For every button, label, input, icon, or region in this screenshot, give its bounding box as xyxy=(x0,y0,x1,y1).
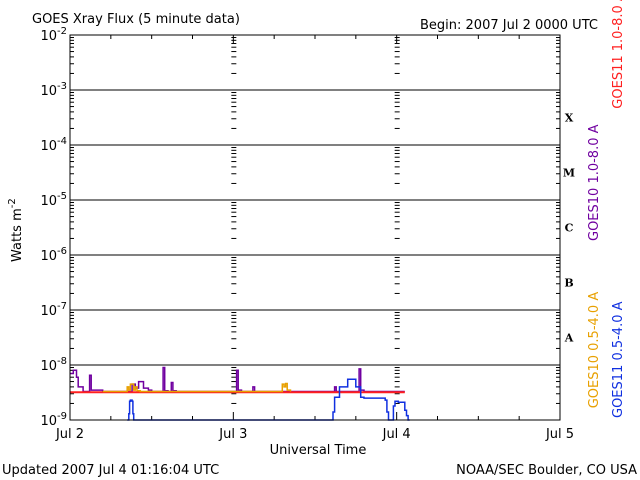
begin-label: Begin: 2007 Jul 2 0000 UTC xyxy=(420,18,598,33)
legend-goes11-short: GOES11 0.5-4.0 A xyxy=(611,301,626,418)
y-tick-exponent: -8 xyxy=(57,356,67,367)
svg-text:Watts m-2: Watts m-2 xyxy=(7,198,25,262)
x-tick-labels: Jul 2 Jul 3 Jul 4 Jul 5 xyxy=(55,427,574,442)
grid-lines xyxy=(69,35,561,421)
legend-1-8A: GOES10 1.0-8.0 A GOES11 1.0-8.0 A xyxy=(587,0,626,241)
x-axis-label: Universal Time xyxy=(270,443,367,458)
y-tick-base: 10 xyxy=(40,139,57,154)
y-tick-exponent: -4 xyxy=(57,136,67,147)
y-tick-label: 10-9 xyxy=(40,411,67,429)
y-axis-label-group: Watts m-2 xyxy=(7,198,25,262)
y-tick-base: 10 xyxy=(40,249,57,264)
flare-class-label: C xyxy=(565,222,574,235)
y-tick-base: 10 xyxy=(40,414,57,429)
y-tick-exponent: -7 xyxy=(57,301,67,312)
y-tick-exponent: -5 xyxy=(57,191,67,202)
y-tick-labels: 10-210-310-410-510-610-710-810-9 xyxy=(40,26,67,429)
legend-0-5-4A: GOES10 0.5-4.0 A GOES11 0.5-4.0 A xyxy=(587,292,626,418)
x-tick-label: Jul 4 xyxy=(382,427,411,442)
y-tick-exponent: -9 xyxy=(57,411,67,422)
series-lines xyxy=(70,366,410,421)
flare-class-label: M xyxy=(563,167,575,180)
x-tick-label: Jul 2 xyxy=(55,427,84,442)
y-tick-base: 10 xyxy=(40,84,57,99)
flare-class-labels: X M C B A xyxy=(563,112,575,345)
credit-label: NOAA/SEC Boulder, CO USA xyxy=(456,463,637,478)
updated-timestamp: Updated 2007 Jul 4 01:16:04 UTC xyxy=(2,463,219,478)
y-axis-label: Watts m xyxy=(10,208,25,262)
y-tick-base: 10 xyxy=(40,359,57,374)
y-tick-exponent: -3 xyxy=(57,81,67,92)
series-line-2 xyxy=(102,382,292,393)
flare-class-label: A xyxy=(564,332,574,345)
y-tick-base: 10 xyxy=(40,304,57,319)
y-tick-label: 10-6 xyxy=(40,246,67,264)
y-tick-label: 10-2 xyxy=(40,26,67,44)
plot-frame xyxy=(69,34,561,421)
flare-class-label: B xyxy=(564,277,573,290)
legend-goes10-short: GOES10 0.5-4.0 A xyxy=(587,292,602,409)
y-tick-exponent: -2 xyxy=(57,26,67,37)
y-tick-label: 10-8 xyxy=(40,356,67,374)
y-tick-label: 10-4 xyxy=(40,136,67,154)
flare-class-label: X xyxy=(565,112,574,125)
svg-text:GOES10 1.0-8.0 AGOES11 1.0-8.0: GOES10 1.0-8.0 A GOES11 1.0-8.0 A xyxy=(587,0,626,241)
chart-title: GOES Xray Flux (5 minute data) xyxy=(32,12,240,27)
legend-goes11-long: GOES11 1.0-8.0 A xyxy=(611,0,626,109)
series-line-3 xyxy=(127,378,410,421)
y-tick-exponent: -6 xyxy=(57,246,67,257)
y-tick-label: 10-3 xyxy=(40,81,67,99)
legend-goes10-long: GOES10 1.0-8.0 A xyxy=(587,124,602,241)
y-tick-label: 10-7 xyxy=(40,301,67,319)
y-tick-base: 10 xyxy=(40,29,57,44)
y-axis-label-exponent: -2 xyxy=(7,198,18,208)
svg-text:GOES10 0.5-4.0 AGOES11 0.5-4.0: GOES10 0.5-4.0 A GOES11 0.5-4.0 A xyxy=(587,292,626,418)
y-tick-base: 10 xyxy=(40,194,57,209)
x-tick-label: Jul 5 xyxy=(545,427,574,442)
x-tick-label: Jul 3 xyxy=(218,427,247,442)
y-tick-label: 10-5 xyxy=(40,191,67,209)
